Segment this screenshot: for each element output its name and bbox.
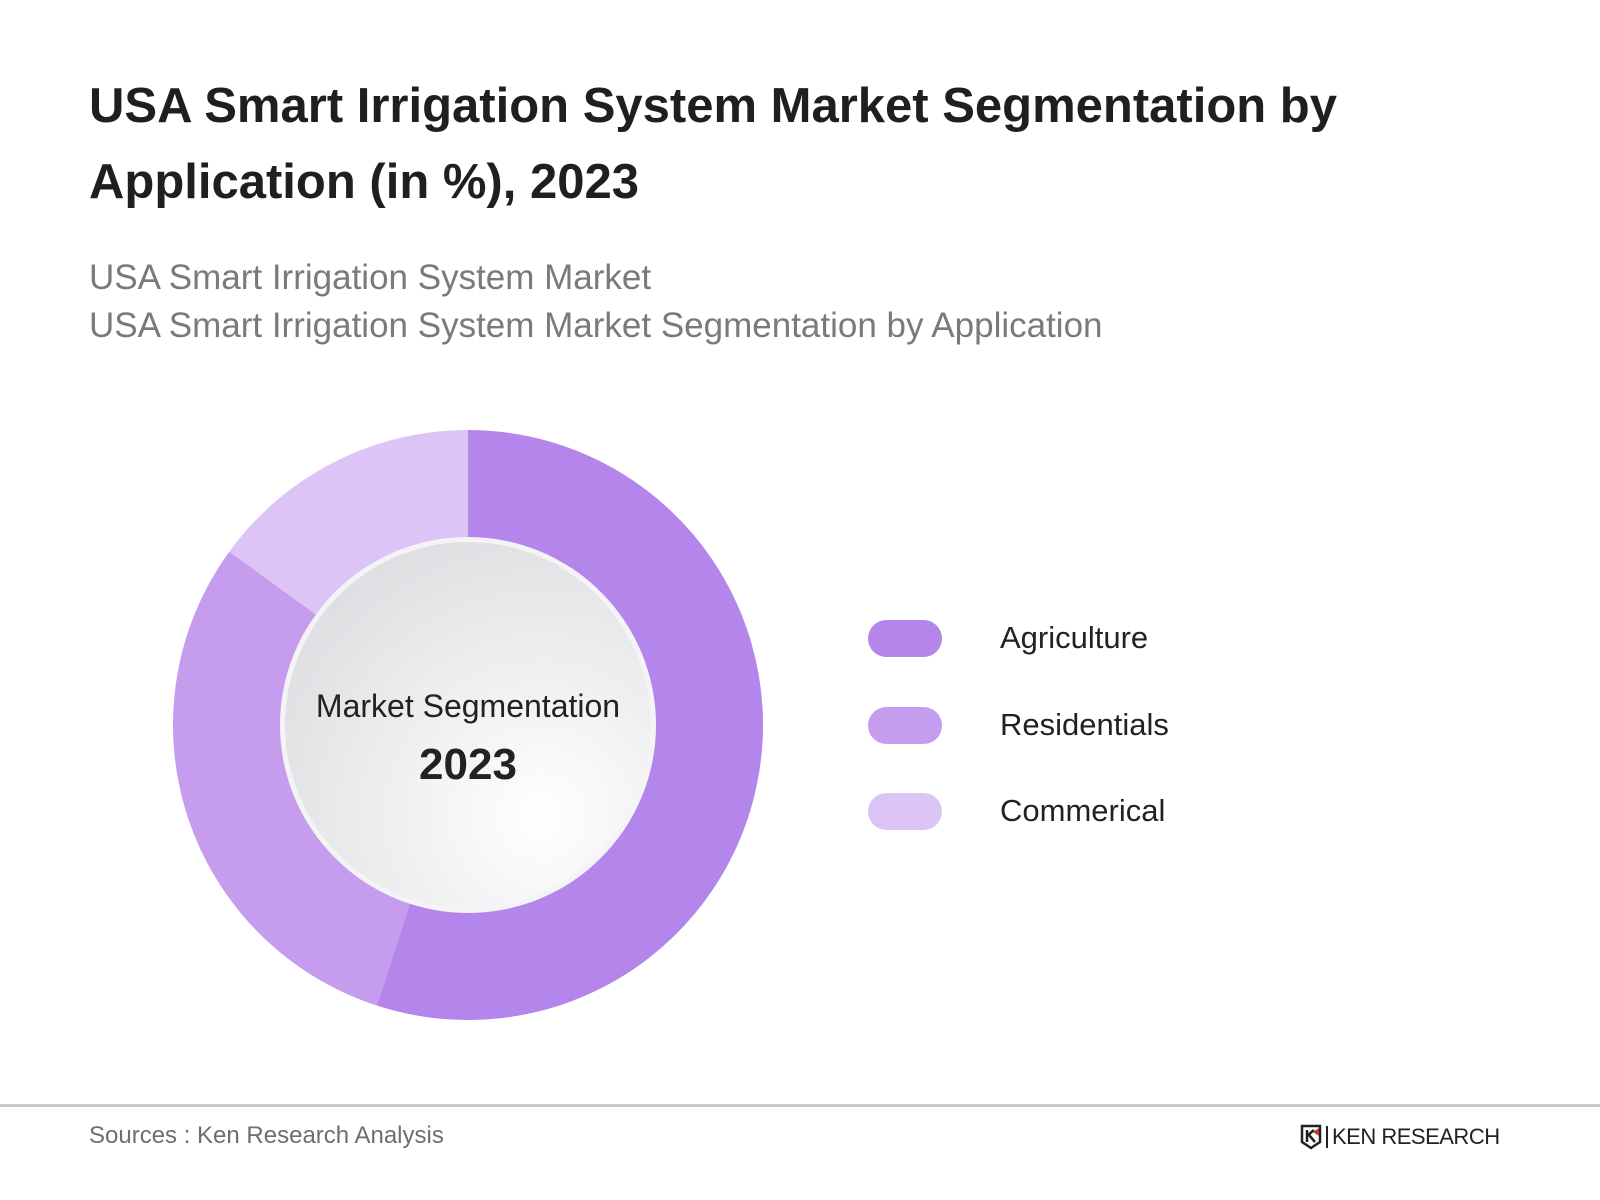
subtitle-line-2: USA Smart Irrigation System Market Segme… <box>89 306 1103 345</box>
donut-hole <box>285 542 651 908</box>
ken-research-logo-icon <box>1300 1124 1322 1150</box>
ken-research-logo: KEN RESEARCH <box>1300 1124 1500 1150</box>
center-label: Market Segmentation <box>315 688 621 724</box>
center-year: 2023 <box>419 740 517 789</box>
legend-label: Residentials <box>1000 707 1169 742</box>
legend-label: Agriculture <box>1000 620 1149 655</box>
legend-item-commerical: Commerical <box>868 791 1165 831</box>
legend-item-agriculture: Agriculture <box>868 618 1148 658</box>
legend-swatch <box>868 792 942 830</box>
source-note: Sources : Ken Research Analysis <box>89 1122 444 1149</box>
subtitle-line-1: USA Smart Irrigation System Market <box>89 258 652 297</box>
legend-label: Commerical <box>1000 793 1166 828</box>
logo-text: KEN RESEARCH <box>1332 1124 1500 1149</box>
footer-divider <box>0 1104 1600 1107</box>
legend-swatch <box>868 706 942 744</box>
legend-swatch <box>868 619 942 657</box>
legend-item-residentials: Residentials <box>868 705 1169 745</box>
chart-title: USA Smart Irrigation System Market Segme… <box>89 79 1337 209</box>
logo-separator <box>1326 1126 1328 1148</box>
